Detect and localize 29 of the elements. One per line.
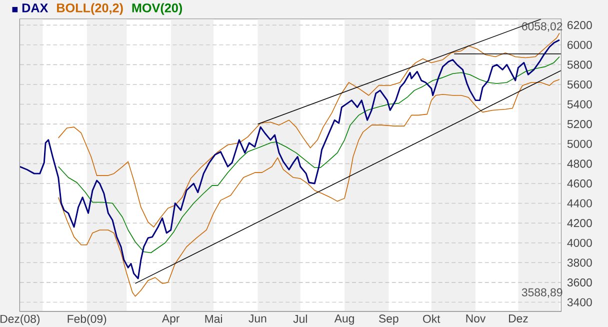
x-tick-label: Jul (293, 314, 307, 323)
y-tick-label: 3600 (567, 278, 592, 286)
x-tick-label: Dez(08) (0, 314, 40, 326)
x-tick-label: Mai (205, 314, 222, 323)
text: MOV(20) (132, 3, 182, 15)
y-tick-label: 5800 (567, 60, 592, 69)
y-tick-label: 5000 (567, 140, 592, 148)
y-tick-label: 4200 (567, 219, 592, 228)
y-tick-label: 5200 (567, 120, 592, 128)
x-tick-label: Jun (248, 314, 266, 322)
x-tick-label: Apr (162, 314, 180, 325)
y-tick-label: 6200 (568, 21, 592, 30)
y-tick-label: 3400 (567, 298, 592, 306)
x-tick-label: Okt (423, 314, 440, 323)
legend-label: DAX (22, 4, 48, 12)
text: BOLL(20,2) (57, 3, 123, 15)
y-tick-label: 4600 (567, 179, 592, 188)
x-tick-label: Sep (379, 314, 398, 325)
y-tick-label: 5400 (567, 100, 592, 108)
y-tick-label: 4800 (567, 160, 592, 168)
y-tick-label: 3800 (567, 258, 592, 267)
y-tick-label: 6000 (568, 40, 592, 49)
x-tick-label: Dez (509, 314, 528, 322)
x-tick-label: Aug (334, 314, 354, 325)
x-tick-label: Feb(09) (68, 314, 106, 326)
y-tick-label: 5600 (567, 80, 592, 89)
y-tick-label: 4000 (567, 238, 592, 247)
y-tick-label: 4400 (567, 199, 592, 208)
x-tick-label: Nov (466, 314, 486, 322)
